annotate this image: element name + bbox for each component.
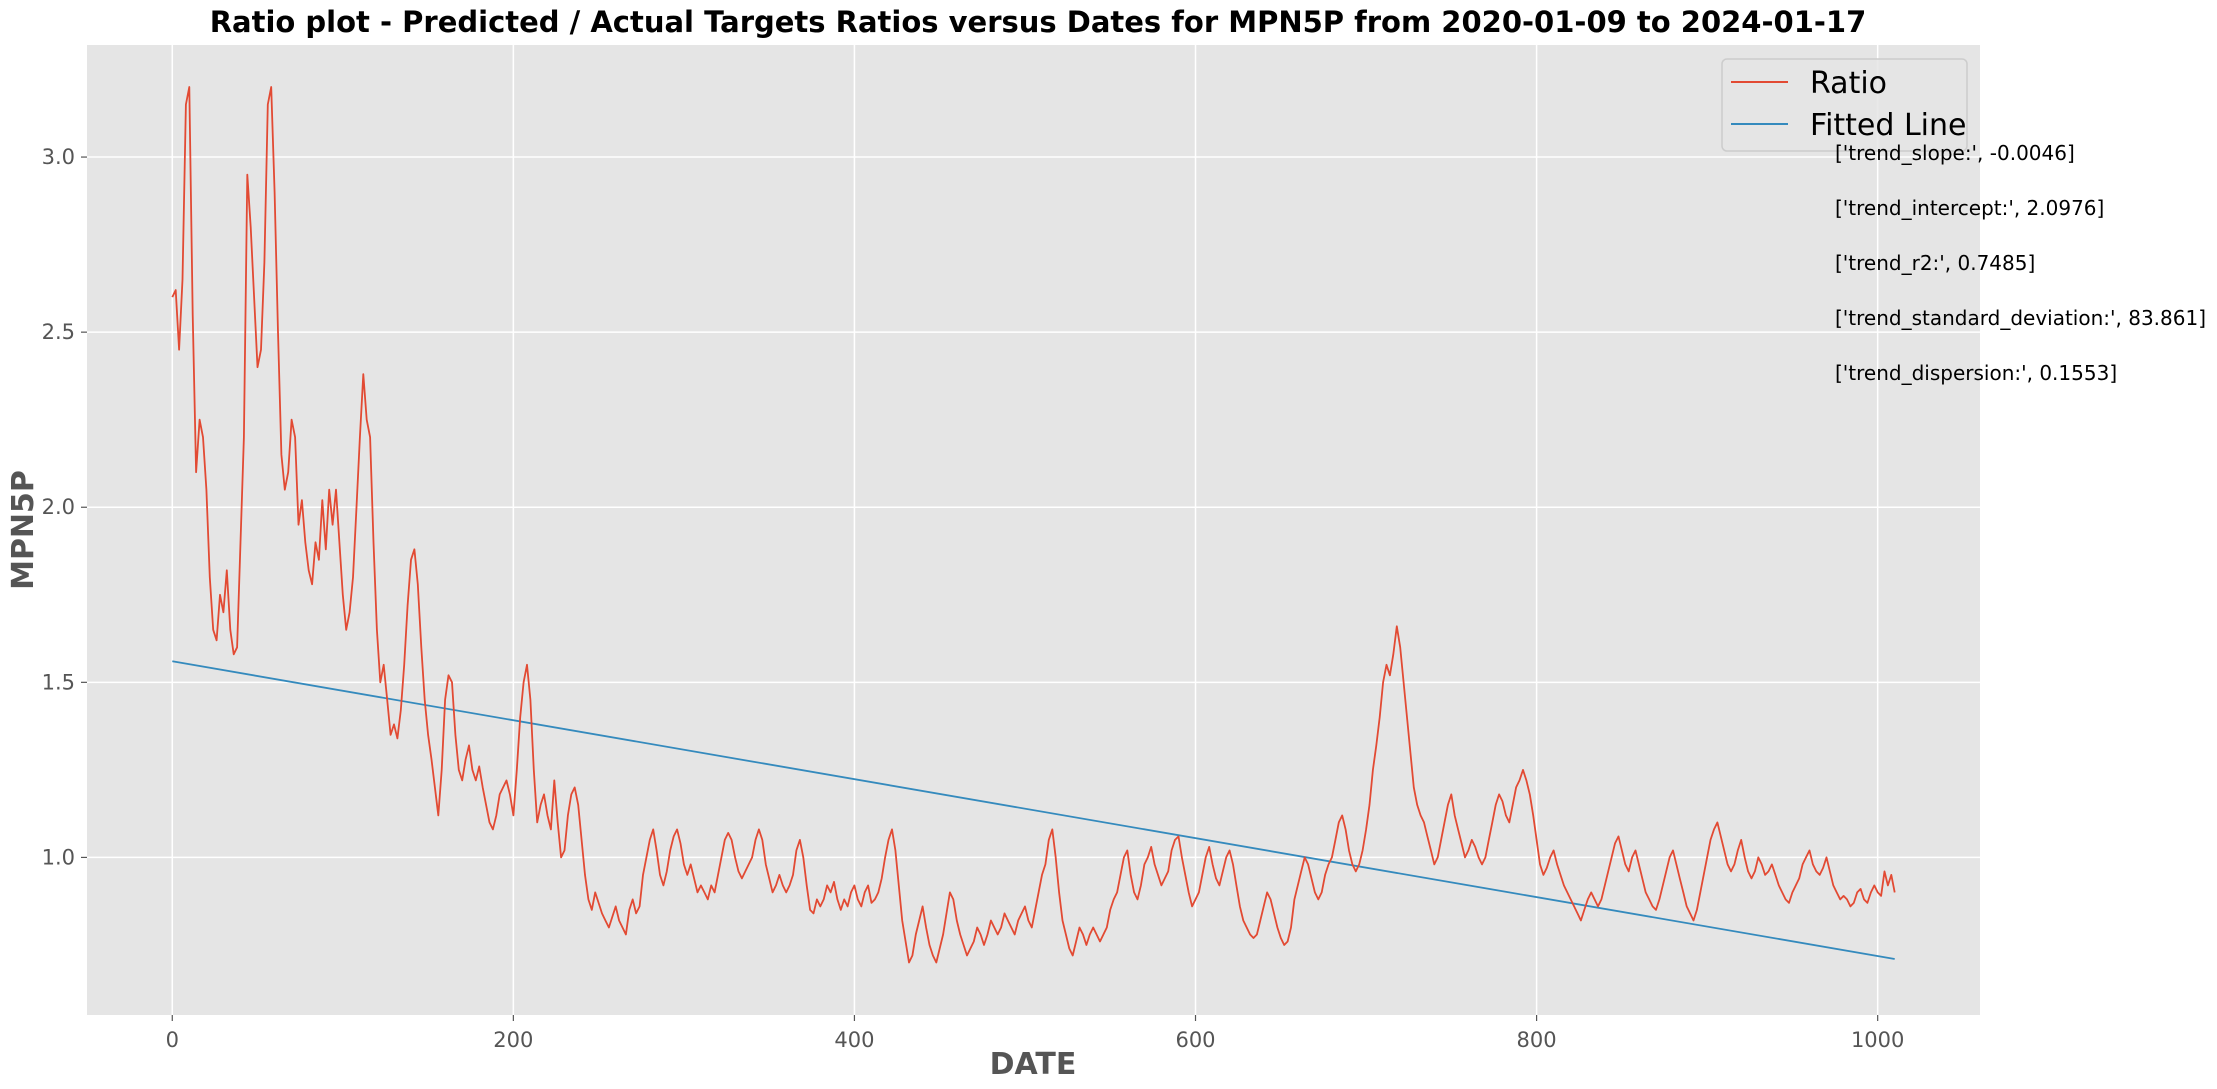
fitted-line-path — [172, 660, 1895, 960]
y-tick-label: 2.0 — [42, 495, 75, 519]
grid-lines — [87, 45, 1980, 1015]
y-tick-label: 2.5 — [42, 320, 75, 344]
stat-trend-r2: ['trend_r2:', 0.7485] — [1835, 251, 2035, 275]
legend-ratio-label: Ratio — [1810, 66, 1887, 101]
y-axis-label: MPN5P — [6, 470, 41, 590]
y-axis-ticks: 1.0 1.5 2.0 2.5 3.0 — [42, 145, 87, 869]
x-tick-label: 0 — [166, 1028, 179, 1052]
stat-trend-standard-deviation: ['trend_standard_deviation:', 83.861] — [1835, 306, 2206, 330]
chart-title: Ratio plot - Predicted / Actual Targets … — [210, 5, 1867, 39]
x-tick-label: 400 — [834, 1028, 874, 1052]
x-tick-label: 800 — [1517, 1028, 1557, 1052]
y-tick-label: 1.5 — [42, 670, 75, 694]
x-tick-label: 600 — [1175, 1028, 1215, 1052]
legend: Ratio Fitted Line — [1721, 58, 1968, 152]
x-axis-ticks: 0 200 400 600 800 1000 — [166, 1015, 1904, 1052]
x-axis-label: DATE — [990, 1047, 1077, 1082]
stat-trend-dispersion: ['trend_dispersion:', 0.1553] — [1835, 361, 2117, 385]
stat-trend-intercept: ['trend_intercept:', 2.0976] — [1835, 196, 2104, 220]
ratio-series — [171, 86, 1896, 964]
x-tick-label: 200 — [493, 1028, 533, 1052]
legend-fitted-label: Fitted Line — [1810, 108, 1967, 143]
fitted-line-series — [172, 660, 1895, 960]
y-tick-label: 1.0 — [42, 845, 75, 869]
plot-background — [87, 45, 1980, 1015]
ratio-line-path — [171, 86, 1896, 964]
trend-stats: ['trend_slope:', -0.0046] ['trend_interc… — [1835, 141, 2206, 385]
y-tick-label: 3.0 — [42, 145, 75, 169]
x-tick-label: 1000 — [1851, 1028, 1904, 1052]
stat-trend-slope: ['trend_slope:', -0.0046] — [1835, 141, 2075, 165]
